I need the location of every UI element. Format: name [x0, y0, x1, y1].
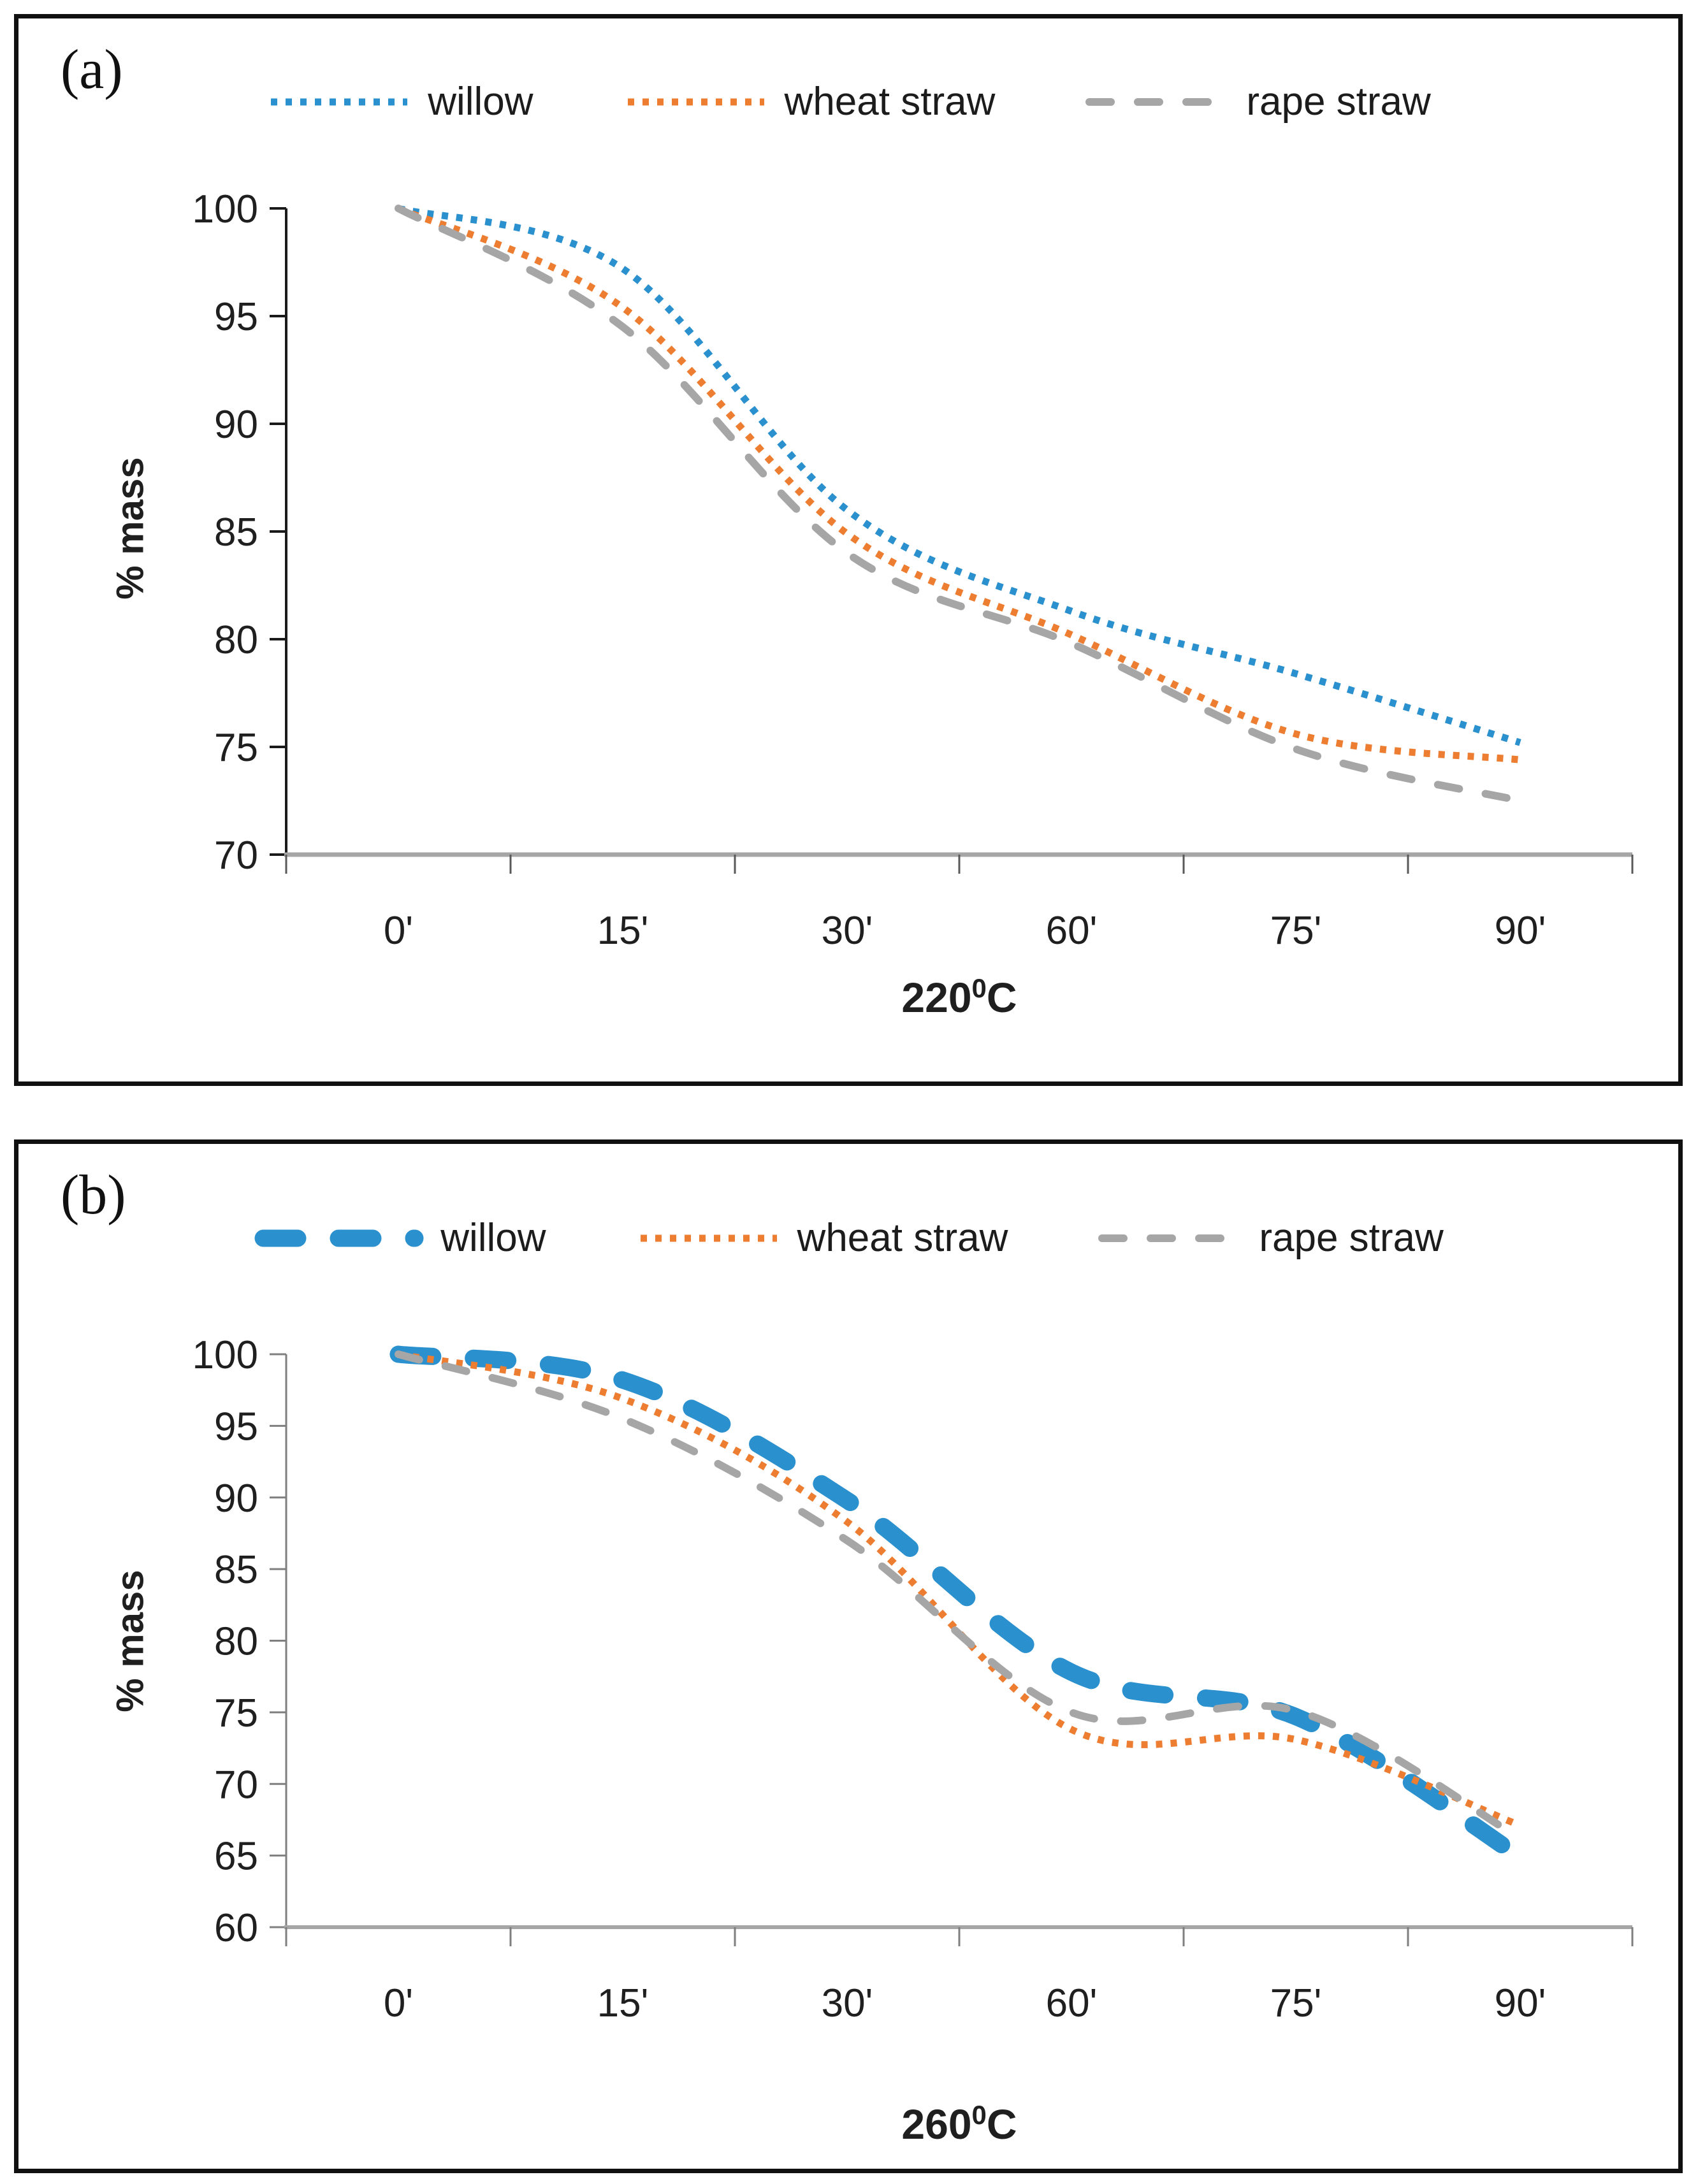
legend-a: willow wheat straw rape straw [18, 79, 1678, 124]
svg-text:75': 75' [1270, 1981, 1322, 2025]
panel-a-tag: (a) [61, 39, 123, 101]
rape-straw-line-sample [1085, 98, 1230, 106]
legend-label-wheat-straw: wheat straw [797, 1216, 1008, 1260]
legend-item-rape-straw: rape straw [1084, 79, 1431, 124]
legend-label-willow: willow [428, 80, 533, 124]
chart-canvas-b: 100 95 90 85 80 75 70 65 60 0' 15' 30' 60' 75' 90' [192, 1333, 1634, 2025]
svg-text:95: 95 [214, 1405, 258, 1449]
legend-b: willow wheat straw rape straw [18, 1215, 1678, 1261]
svg-text:0': 0' [384, 1981, 413, 2025]
y-axis-title-a: % mass [108, 457, 152, 600]
svg-text:75: 75 [214, 1691, 258, 1735]
svg-text:85: 85 [214, 1548, 258, 1592]
panel-b-tag: (b) [61, 1164, 126, 1226]
svg-text:90': 90' [1495, 909, 1546, 953]
chart-canvas-a: 100 95 90 85 80 75 70 0' 15' 30' 60' 75' 90' [192, 187, 1634, 953]
legend-label-rape-straw: rape straw [1246, 80, 1431, 124]
y-axis-title-b: % mass [108, 1570, 152, 1712]
svg-text:15': 15' [597, 1981, 649, 2025]
legend-item-willow: willow [253, 1215, 546, 1261]
legend-label-rape-straw: rape straw [1259, 1216, 1444, 1260]
svg-text:60: 60 [214, 1906, 258, 1950]
chart-title-a: 2200C [901, 973, 1017, 1021]
svg-text:90: 90 [214, 403, 258, 447]
svg-text:0': 0' [384, 909, 413, 953]
svg-text:85: 85 [214, 510, 258, 554]
svg-text:65: 65 [214, 1835, 258, 1879]
panel-b: (b) willow wheat straw rape straw [14, 1139, 1683, 2173]
svg-text:60': 60' [1046, 909, 1098, 953]
legend-item-rape-straw: rape straw [1097, 1215, 1444, 1261]
svg-text:100: 100 [192, 1333, 258, 1377]
svg-text:30': 30' [822, 1981, 873, 2025]
svg-text:70: 70 [214, 834, 258, 878]
legend-label-willow: willow [440, 1216, 546, 1260]
chart-title-b: 2600C [901, 2100, 1017, 2148]
svg-text:95: 95 [214, 295, 258, 339]
svg-text:80: 80 [214, 1620, 258, 1664]
legend-label-wheat-straw: wheat straw [784, 80, 996, 124]
svg-text:75': 75' [1270, 909, 1322, 953]
legend-item-wheat-straw: wheat straw [635, 1215, 1008, 1261]
svg-text:15': 15' [597, 909, 649, 953]
svg-text:90': 90' [1495, 1981, 1546, 2025]
svg-text:80: 80 [214, 618, 258, 662]
willow-line-sample [254, 1229, 424, 1247]
svg-text:70: 70 [214, 1763, 258, 1807]
svg-text:90: 90 [214, 1477, 258, 1521]
panel-a: (a) willow wheat straw rape straw [14, 14, 1683, 1086]
svg-text:30': 30' [822, 909, 873, 953]
svg-text:75: 75 [214, 726, 258, 770]
legend-item-wheat-straw: wheat straw [623, 79, 996, 124]
rape-straw-line-sample [1098, 1234, 1243, 1242]
svg-text:100: 100 [192, 187, 258, 231]
legend-item-willow: willow [266, 79, 533, 124]
svg-text:60': 60' [1046, 1981, 1098, 2025]
